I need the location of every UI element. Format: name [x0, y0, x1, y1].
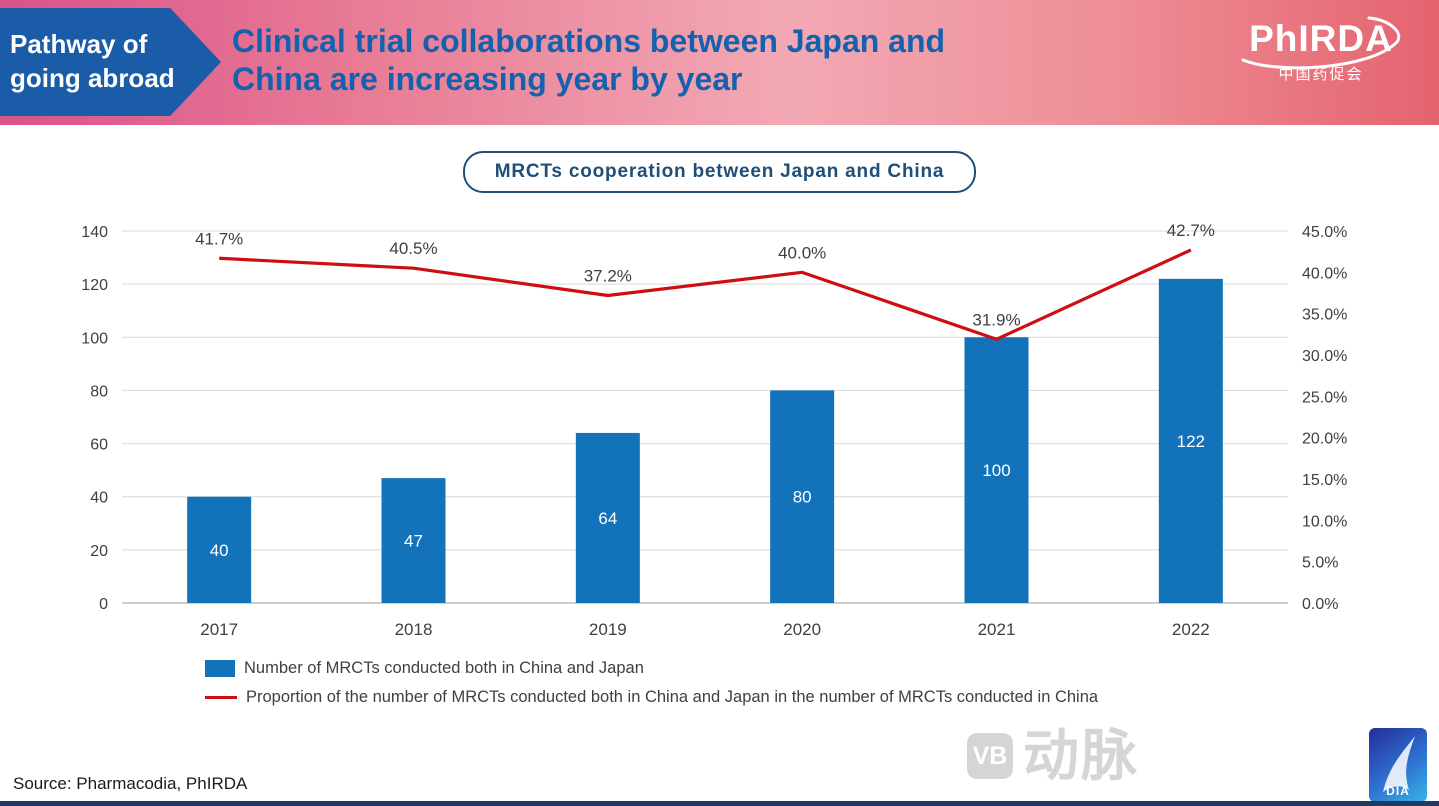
page-title-line2: China are increasing year by year [232, 61, 743, 98]
right-axis-label: 35.0% [1302, 307, 1347, 324]
right-axis-label: 25.0% [1302, 389, 1347, 406]
right-axis-label: 30.0% [1302, 348, 1347, 365]
line-series-swatch [205, 696, 237, 699]
bar-value-label: 47 [404, 532, 423, 551]
legend-item-line: Proportion of the number of MRCTs conduc… [205, 688, 1439, 707]
chart-title: MRCTs cooperation between Japan and Chin… [462, 151, 977, 193]
line-point-label: 40.0% [778, 243, 826, 262]
right-axis-label: 45.0% [1302, 224, 1347, 241]
left-axis-label: 140 [81, 224, 108, 241]
line-point-label: 31.9% [972, 310, 1020, 329]
bar-value-label: 64 [598, 509, 617, 528]
chart-area: 0 20 40 60 80 100 120 140 0.0% 5.0% 10.0% 15.0% 20.0… [50, 203, 1393, 655]
x-axis-label: 2018 [395, 620, 433, 639]
right-axis-label: 5.0% [1302, 555, 1338, 572]
vbdata-watermark: VB 动脉 [967, 728, 1139, 784]
left-axis-label: 80 [90, 383, 108, 400]
bar-value-label: 122 [1177, 432, 1205, 451]
line-point-label: 40.5% [389, 239, 437, 258]
vb-badge-icon: VB [967, 733, 1013, 779]
source-note: Source: Pharmacodia, PhIRDA [13, 774, 248, 793]
chart-legend: Number of MRCTs conducted both in China … [205, 659, 1439, 707]
bar [964, 337, 1029, 603]
trend-line [219, 248, 1192, 341]
x-axis-label: 2020 [783, 620, 821, 639]
left-axis-label: 100 [81, 330, 108, 347]
bar-value-label: 80 [793, 488, 812, 507]
combo-chart: 0 20 40 60 80 100 120 140 0.0% 5.0% 10.0% 15.0% 20.0… [81, 221, 1347, 639]
header-banner: Pathway of going abroad Clinical trial c… [0, 0, 1439, 125]
line-point-label: 41.7% [195, 229, 243, 248]
dia-corner-logo: DIA [1369, 728, 1427, 802]
dia-logo-text: DIA [1386, 784, 1410, 798]
line-point-label: 37.2% [584, 266, 632, 285]
right-axis-label: 10.0% [1302, 513, 1347, 530]
bar [381, 478, 446, 603]
left-axis-label: 60 [90, 437, 108, 454]
ribbon-line2: going abroad [10, 63, 175, 93]
page-title-line1: Clinical trial collaborations between Ja… [232, 23, 946, 59]
x-axis-label: 2022 [1172, 620, 1210, 639]
page-title: Clinical trial collaborations between Ja… [232, 22, 945, 99]
phirda-logo-text: PhIRDA [1249, 18, 1393, 59]
phirda-swoosh-icon [1241, 16, 1401, 70]
bar-value-label: 100 [982, 461, 1010, 480]
watermark-text: 动脉 [1023, 724, 1139, 787]
legend-label-line: Proportion of the number of MRCTs conduc… [246, 688, 1099, 706]
line-point-label: 42.7% [1167, 221, 1215, 240]
legend-item-bars: Number of MRCTs conducted both in China … [205, 659, 1439, 678]
bar-value-label: 40 [210, 541, 229, 560]
pathway-ribbon: Pathway of going abroad [0, 8, 221, 116]
left-axis-label: 40 [90, 490, 108, 507]
left-axis-label: 120 [81, 277, 108, 294]
dia-swoosh-icon [1383, 736, 1415, 792]
phirda-logo-subtitle: 中国药促会 [1278, 66, 1364, 83]
right-axis-label: 0.0% [1302, 596, 1338, 613]
right-axis-label: 20.0% [1302, 431, 1347, 448]
bottom-accent-bar [0, 801, 1439, 806]
x-axis-label: 2017 [200, 620, 238, 639]
bar [575, 432, 640, 603]
legend-label-bars: Number of MRCTs conducted both in China … [244, 659, 644, 677]
x-axis-label: 2021 [978, 620, 1016, 639]
bar [770, 390, 835, 603]
bar [187, 496, 252, 603]
phirda-logo: PhIRDA 中国药促会 [1233, 16, 1409, 84]
right-axis-label: 40.0% [1302, 265, 1347, 282]
x-axis-label: 2019 [589, 620, 627, 639]
bar [1158, 278, 1223, 603]
ribbon-line1: Pathway of [10, 29, 148, 60]
left-axis-label: 20 [90, 543, 108, 560]
bar-series-swatch [205, 660, 235, 677]
left-axis-label: 0 [99, 596, 108, 613]
right-axis-label: 15.0% [1302, 472, 1347, 489]
